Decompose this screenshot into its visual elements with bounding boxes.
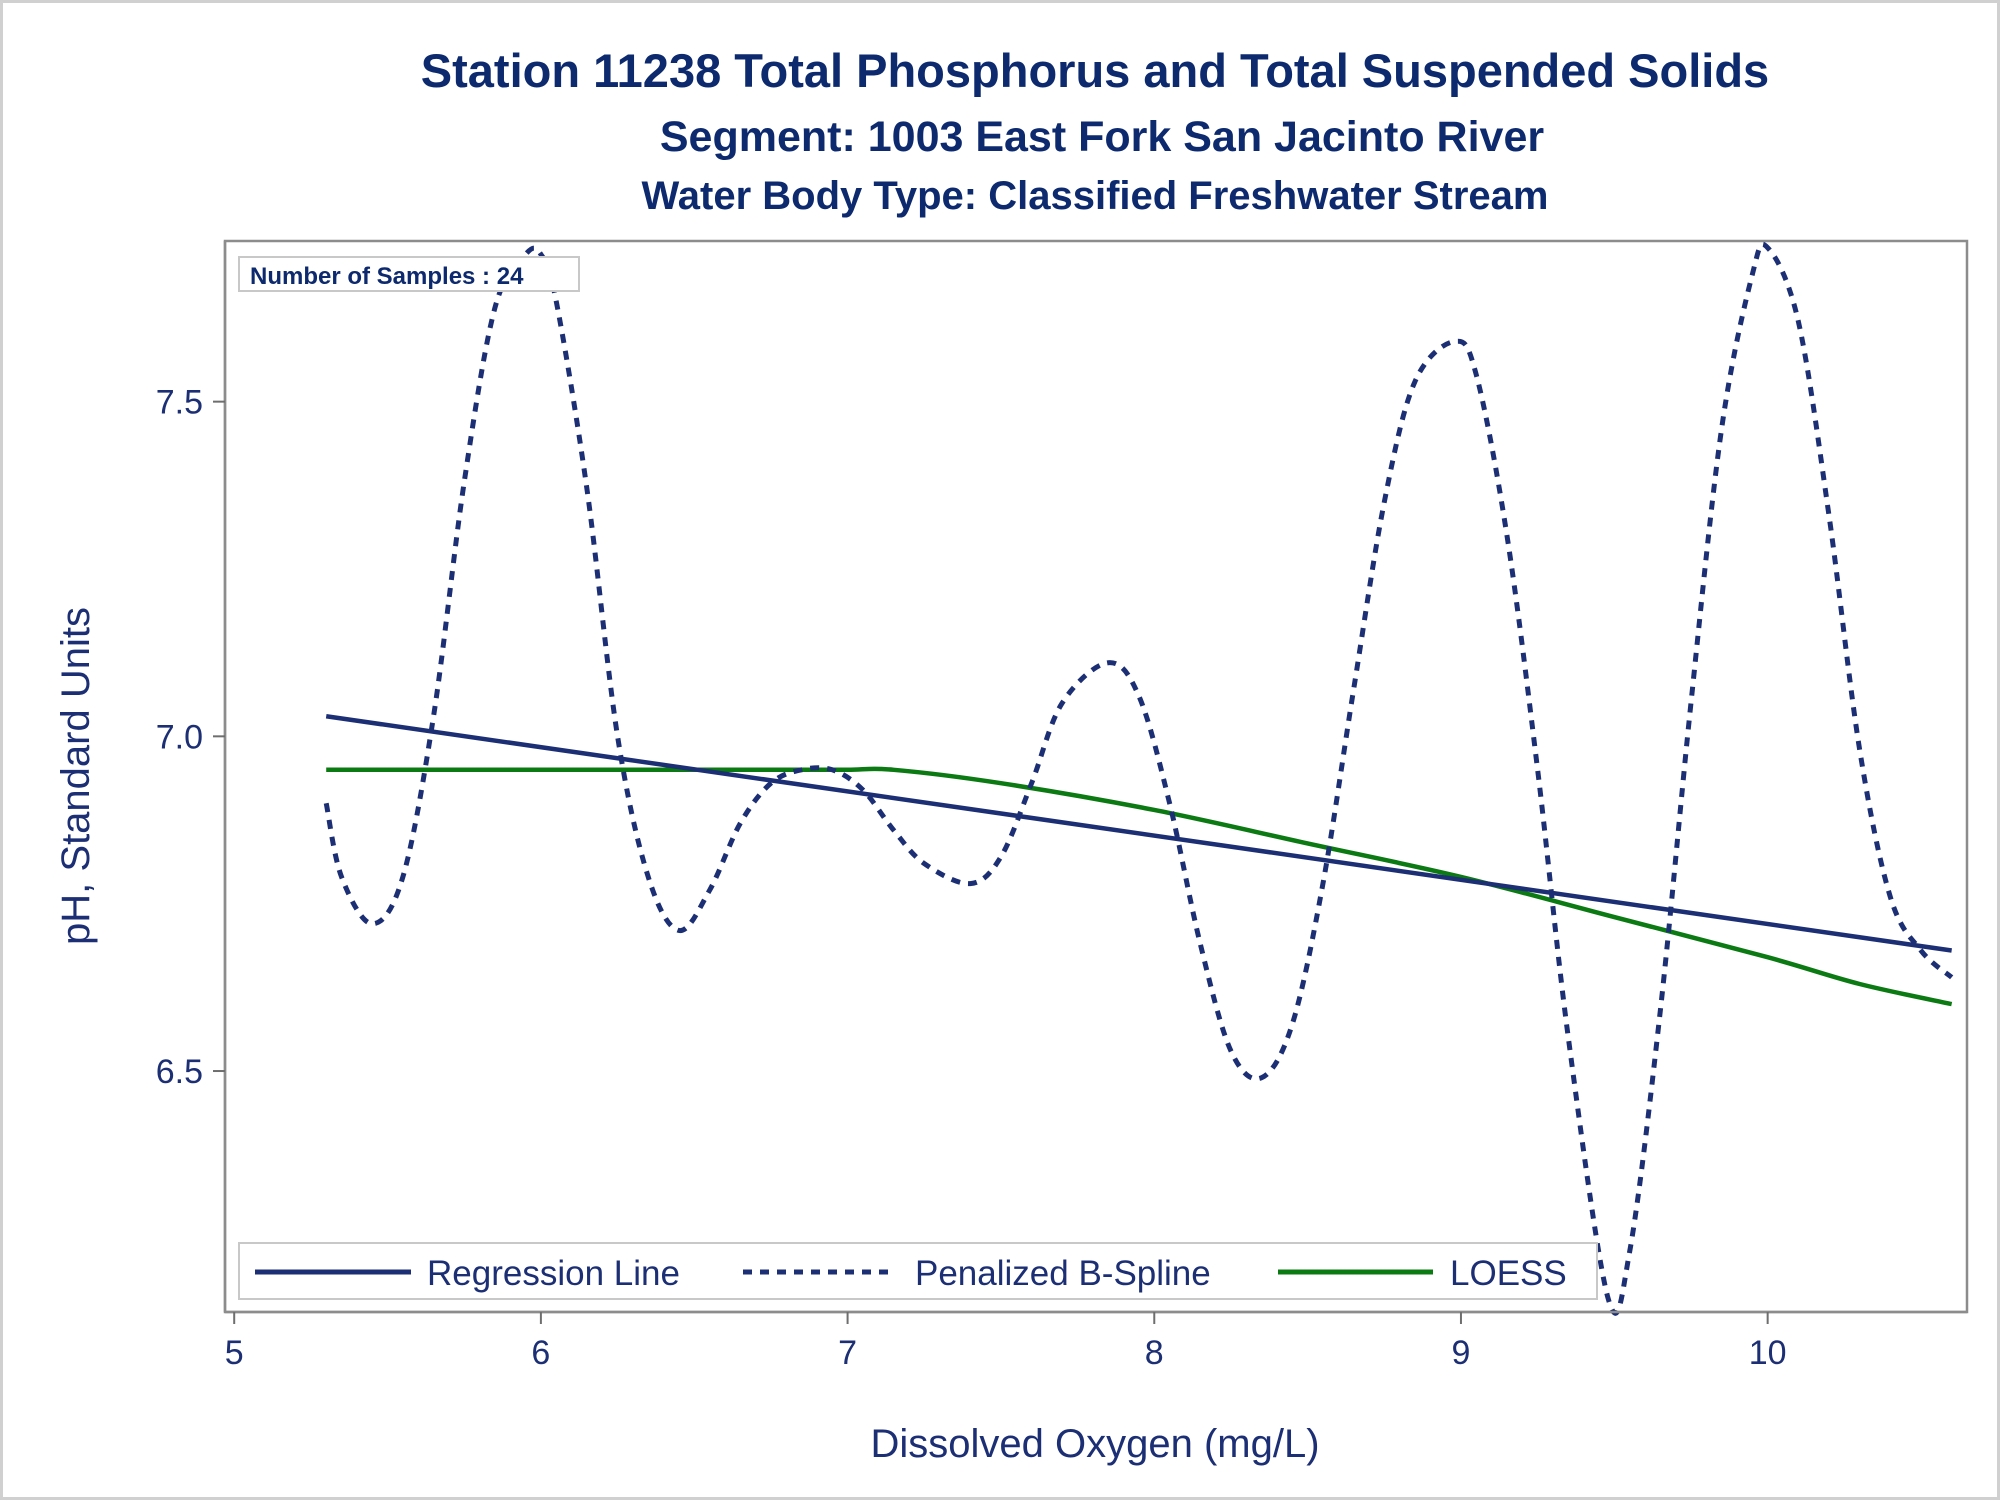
x-tick-label: 9 xyxy=(1452,1334,1471,1372)
legend: Regression Line Penalized B-Spline LOESS xyxy=(255,1254,1567,1293)
x-tick-label: 7 xyxy=(838,1334,857,1372)
y-tick-label: 7.0 xyxy=(156,718,203,756)
legend-label-penalized-b-spline: Penalized B-Spline xyxy=(915,1254,1211,1293)
x-tick-label: 6 xyxy=(531,1334,550,1372)
x-tick-label: 10 xyxy=(1749,1334,1787,1372)
series-line-loess xyxy=(326,766,1953,1007)
y-axis-label: pH, Standard Units xyxy=(54,607,98,945)
series-line-regression-line xyxy=(325,714,1952,953)
series-lines xyxy=(323,241,1954,1316)
sample-count-label: Number of Samples : 24 xyxy=(250,263,524,290)
chart-subtitle-2: Water Body Type: Classified Freshwater S… xyxy=(642,174,1549,218)
legend-label-regression-line: Regression Line xyxy=(427,1254,680,1293)
chart-title: Station 11238 Total Phosphorus and Total… xyxy=(421,44,1769,97)
legend-label-loess: LOESS xyxy=(1450,1254,1567,1293)
series-line-penalized-b-spline xyxy=(323,241,1954,1316)
x-axis: 5 6 7 8 9 10 xyxy=(225,1310,1967,1372)
x-axis-label: Dissolved Oxygen (mg/L) xyxy=(870,1422,1319,1466)
y-tick-label: 7.5 xyxy=(156,384,203,422)
plot-area-frame xyxy=(223,239,1969,1314)
y-tick-label: 6.5 xyxy=(156,1053,203,1091)
chart-svg: Station 11238 Total Phosphorus and Total… xyxy=(54,44,1969,1466)
y-axis: 6.5 7.0 7.5 xyxy=(156,241,227,1312)
x-tick-label: 5 xyxy=(225,1334,244,1372)
sample-count-box xyxy=(238,256,580,292)
x-tick-label: 8 xyxy=(1145,1334,1164,1372)
chart-subtitle: Segment: 1003 East Fork San Jacinto Rive… xyxy=(660,113,1544,161)
